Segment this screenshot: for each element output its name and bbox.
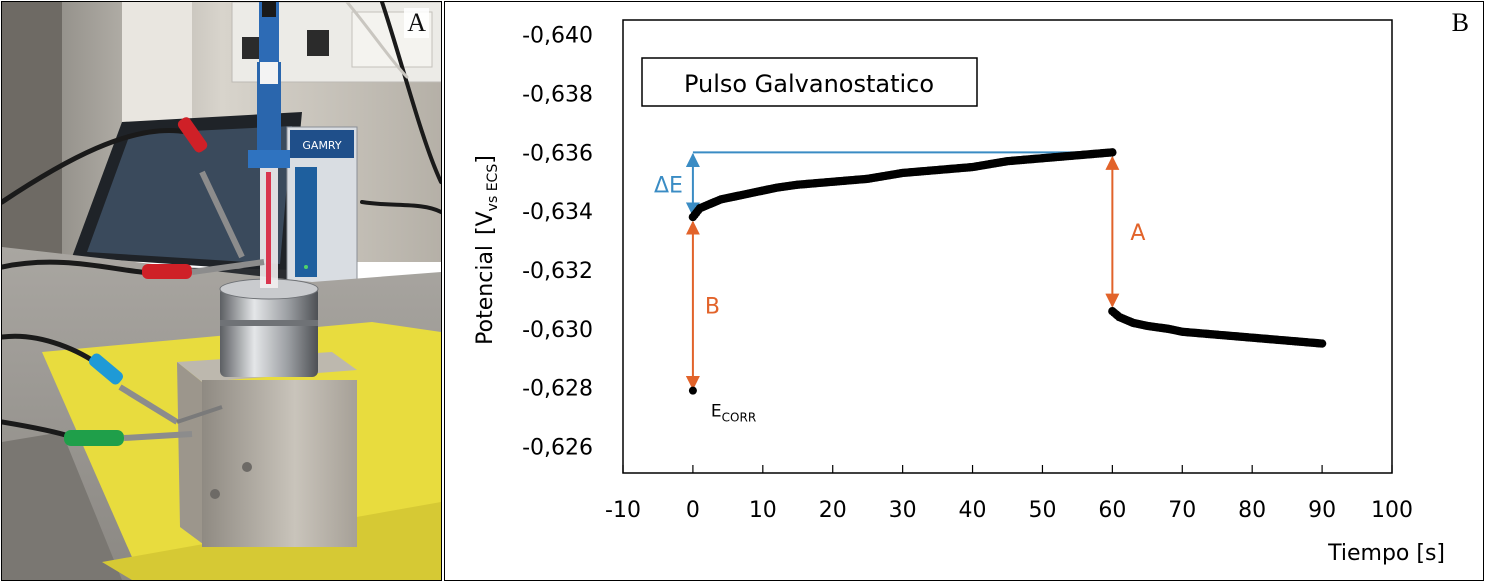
x-tick-label: 60 [1098, 498, 1126, 523]
ecorr-point [688, 386, 697, 395]
annotation-label: B [705, 294, 720, 319]
y-axis: -0,640 -0,638 -0,636 -0,634 -0,632 -0,630 -0,6… [522, 24, 593, 461]
annotation-label: ΔE [654, 174, 683, 199]
chart-panel: -0,640 -0,638 -0,636 -0,634 -0,632 -0,630 -0,6… [444, 1, 1484, 581]
y-tick-label: -0,638 [522, 83, 593, 108]
y-tick-label: -0,634 [522, 200, 593, 225]
x-tick-label: 100 [1371, 498, 1413, 523]
y-tick-label: -0,628 [522, 377, 593, 402]
y-tick-label: -0,636 [522, 141, 593, 166]
annotations: ΔE B A [654, 151, 1145, 391]
x-tick-label: 50 [1028, 498, 1056, 523]
data-point [1317, 339, 1327, 348]
y-tick-label: -0,630 [522, 318, 593, 343]
x-tick-label: 0 [686, 498, 700, 523]
setup-photo: GAMRY [2, 2, 441, 580]
red-clip-upper [177, 117, 245, 259]
y-tick-label: -0,632 [522, 259, 593, 284]
svg-text:Potencial[Vvs ECS]: Potencial [Vvs ECS] [473, 155, 501, 345]
title-box [641, 57, 978, 107]
x-axis-label: Tiempo [s] [1327, 541, 1445, 566]
metal-cell [219, 278, 319, 377]
device-brand-text: GAMRY [302, 139, 341, 152]
panel-a-label: A [404, 8, 429, 38]
red-clip-lower [142, 259, 265, 279]
x-tick-label: 80 [1238, 498, 1266, 523]
x-tick-label: 20 [819, 498, 847, 523]
blue-clip [88, 353, 179, 425]
y-tick-label: -0,640 [522, 24, 593, 49]
annotation-label: A [1130, 221, 1145, 246]
concrete-block [177, 352, 357, 547]
chart-title: Pulso Galvanostatico [684, 70, 934, 98]
x-tick-label: 70 [1168, 498, 1196, 523]
y-axis-unit-sub: vs ECS [485, 164, 501, 212]
x-axis: -10 0 10 20 30 40 50 60 70 80 90 100 [605, 465, 1413, 523]
x-tick-label: 10 [749, 498, 777, 523]
y-axis-unit-close: ] [473, 155, 498, 164]
data-point [1108, 148, 1117, 157]
reference-electrode [248, 2, 290, 288]
potentiostat: GAMRY [286, 126, 358, 288]
y-axis-unit: [V [473, 211, 498, 235]
x-tick-label: 30 [889, 498, 917, 523]
photo-panel: GAMRY [1, 1, 442, 581]
data-series [688, 148, 1327, 395]
ecorr-label: ECORR [711, 402, 756, 425]
x-tick-label: -10 [605, 498, 641, 523]
x-tick-label: 40 [959, 498, 987, 523]
ecorr-label-main: E [711, 402, 722, 422]
chart: -0,640 -0,638 -0,636 -0,634 -0,632 -0,630 -0,6… [473, 19, 1445, 566]
panel-b-label: B [1451, 8, 1469, 37]
green-clip [64, 405, 223, 446]
y-tick-label: -0,626 [522, 436, 593, 461]
y-axis-label: Potencial [Vvs ECS] [473, 155, 501, 345]
y-axis-label-main: Potencial [473, 245, 498, 345]
x-tick-label: 90 [1308, 498, 1336, 523]
ecorr-label-sub: CORR [722, 411, 757, 425]
